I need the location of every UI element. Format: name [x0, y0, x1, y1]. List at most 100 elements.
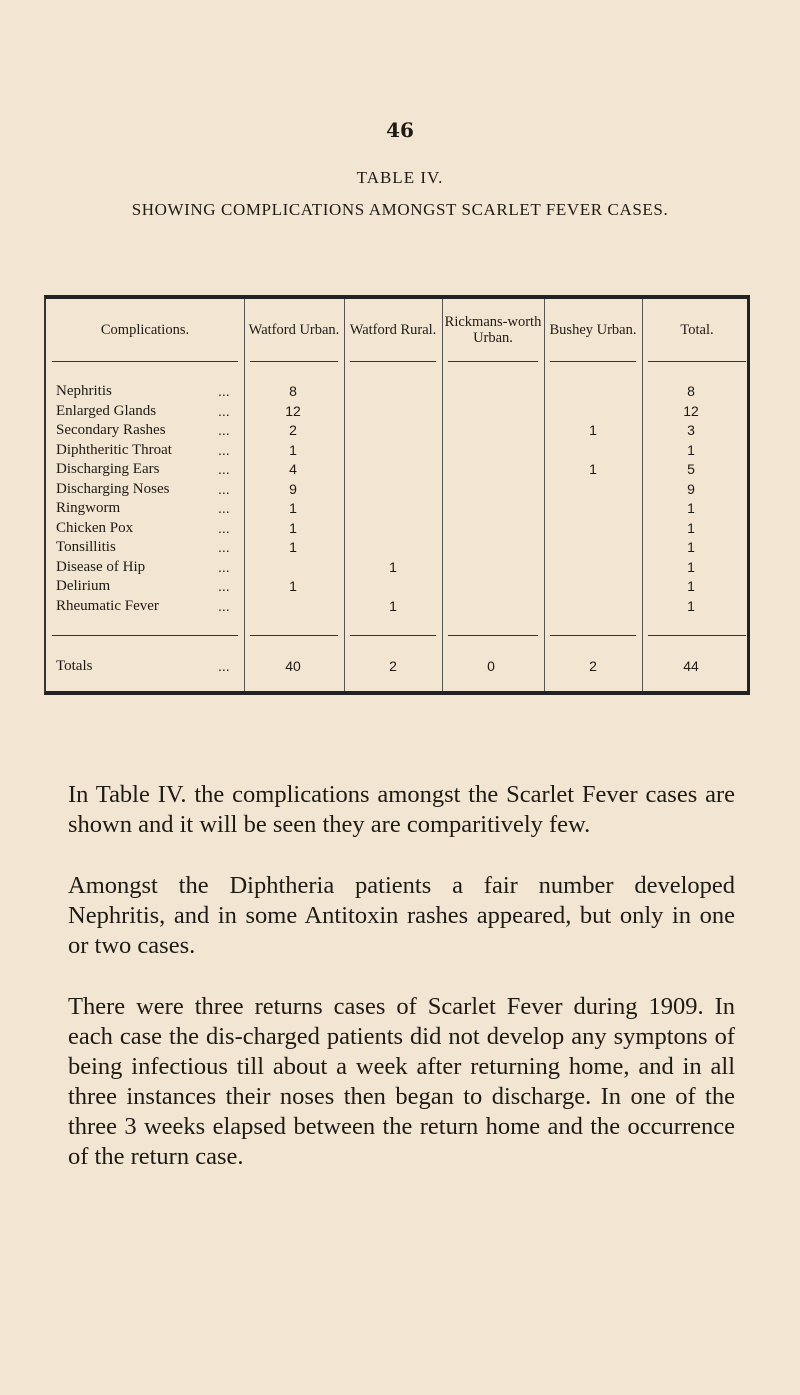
paragraph: In Table IV. the complications amongst t…: [68, 781, 735, 838]
cell-value: 1: [687, 597, 695, 614]
cell-value: 2: [589, 658, 597, 674]
row-label: Rheumatic Fever: [56, 597, 159, 614]
leader-dots: ...: [218, 500, 230, 516]
leader-dots: ...: [218, 383, 230, 399]
complications-table: Complications. Watford Urban. Watford Rura…: [44, 295, 750, 695]
paragraph: Amongst the Diphtheria patients a fair n…: [68, 872, 735, 959]
rule-line: [250, 635, 338, 636]
column-header: Bushey Urban.: [549, 322, 637, 338]
row-label: Diphtheritic Throat: [56, 441, 172, 458]
column-header: Complications.: [100, 322, 190, 338]
column-divider: [344, 299, 345, 691]
page-number: 46: [386, 118, 414, 142]
cell-value: 12: [683, 402, 699, 419]
cell-value: 1: [289, 500, 297, 516]
totals-row: Totals... 40 2 0 2 44: [46, 657, 752, 675]
leader-dots: ...: [218, 441, 230, 458]
column-divider: [244, 299, 245, 691]
leader-dots: ...: [218, 422, 230, 438]
leader-dots: ...: [218, 578, 230, 594]
cell-value: 8: [289, 383, 297, 399]
column-header: Total.: [680, 322, 714, 338]
table-row: Secondary Rashes... 2 1 3: [46, 421, 752, 439]
rule-line: [52, 361, 238, 362]
table-row: Tonsillitis... 1 1: [46, 538, 752, 556]
cell-value: 1: [687, 500, 695, 516]
row-label: Delirium: [56, 578, 111, 594]
cell-value: 1: [687, 558, 695, 575]
leader-dots: ...: [218, 480, 230, 497]
row-label: Discharging Ears: [56, 461, 160, 477]
table-title: TABLE IV.: [356, 168, 444, 187]
table-row: Diphtheritic Throat... 1 1: [46, 441, 752, 459]
column-header: Rickmans-worth Urban.: [444, 314, 542, 346]
table-row: Enlarged Glands... 12 12: [46, 402, 752, 420]
column-divider: [544, 299, 545, 691]
leader-dots: ...: [218, 519, 230, 536]
rule-line: [648, 361, 746, 362]
column-divider: [642, 299, 643, 691]
leader-dots: ...: [218, 402, 230, 419]
cell-value: 2: [389, 658, 397, 674]
row-label: Chicken Pox: [56, 519, 134, 536]
leader-dots: ...: [218, 461, 230, 477]
cell-value: 5: [687, 461, 695, 477]
row-label: Discharging Noses: [56, 480, 170, 497]
cell-value: 1: [289, 519, 297, 536]
paragraph: There were three returns cases of Scarle…: [68, 993, 735, 1170]
cell-value: 1: [589, 422, 597, 438]
cell-value: 1: [289, 441, 297, 458]
rule-line: [550, 361, 636, 362]
table-row: Discharging Noses... 9 9: [46, 480, 752, 498]
table-row: Discharging Ears... 4 1 5: [46, 460, 752, 478]
cell-value: 12: [285, 402, 301, 419]
table-row: Delirium... 1 1: [46, 577, 752, 595]
cell-value: 8: [687, 383, 695, 399]
row-label: Totals: [56, 658, 93, 674]
rule-line: [448, 635, 538, 636]
row-label: Nephritis: [56, 383, 112, 399]
leader-dots: ...: [218, 539, 230, 555]
table-row: Rheumatic Fever... 1 1: [46, 597, 752, 615]
cell-value: 9: [289, 480, 297, 497]
cell-value: 4: [289, 461, 297, 477]
cell-value: 40: [285, 658, 301, 674]
rule-line: [52, 635, 238, 636]
rule-line: [350, 635, 436, 636]
row-label: Ringworm: [56, 500, 121, 516]
table-row: Disease of Hip... 1 1: [46, 558, 752, 576]
table-row: Ringworm... 1 1: [46, 499, 752, 517]
rule-line: [350, 361, 436, 362]
table-row: Nephritis... 8 8: [46, 382, 752, 400]
cell-value: 1: [389, 597, 397, 614]
column-divider: [442, 299, 443, 691]
body-text: In Table IV. the complications amongst t…: [68, 780, 735, 1203]
row-label: Disease of Hip: [56, 558, 146, 575]
cell-value: 1: [589, 461, 597, 477]
column-header: Watford Urban.: [248, 322, 340, 338]
rule-line: [250, 361, 338, 362]
column-header: Watford Rural.: [349, 322, 437, 338]
rule-line: [648, 635, 746, 636]
rule-line: [448, 361, 538, 362]
cell-value: 3: [687, 422, 695, 438]
cell-value: 1: [687, 578, 695, 594]
table-subtitle: SHOWING COMPLICATIONS AMONGST SCARLET FE…: [131, 200, 669, 219]
cell-value: 0: [487, 658, 495, 674]
row-label: Secondary Rashes: [56, 422, 166, 438]
leader-dots: ...: [218, 558, 230, 575]
leader-dots: ...: [218, 597, 230, 614]
cell-value: 1: [289, 539, 297, 555]
cell-value: 1: [389, 558, 397, 575]
cell-value: 1: [687, 519, 695, 536]
row-label: Enlarged Glands: [56, 402, 157, 419]
row-label: Tonsillitis: [56, 539, 116, 555]
cell-value: 1: [289, 578, 297, 594]
cell-value: 1: [687, 539, 695, 555]
rule-line: [550, 635, 636, 636]
leader-dots: ...: [218, 658, 230, 674]
cell-value: 1: [687, 441, 695, 458]
cell-value: 9: [687, 480, 695, 497]
cell-value: 44: [683, 658, 699, 674]
